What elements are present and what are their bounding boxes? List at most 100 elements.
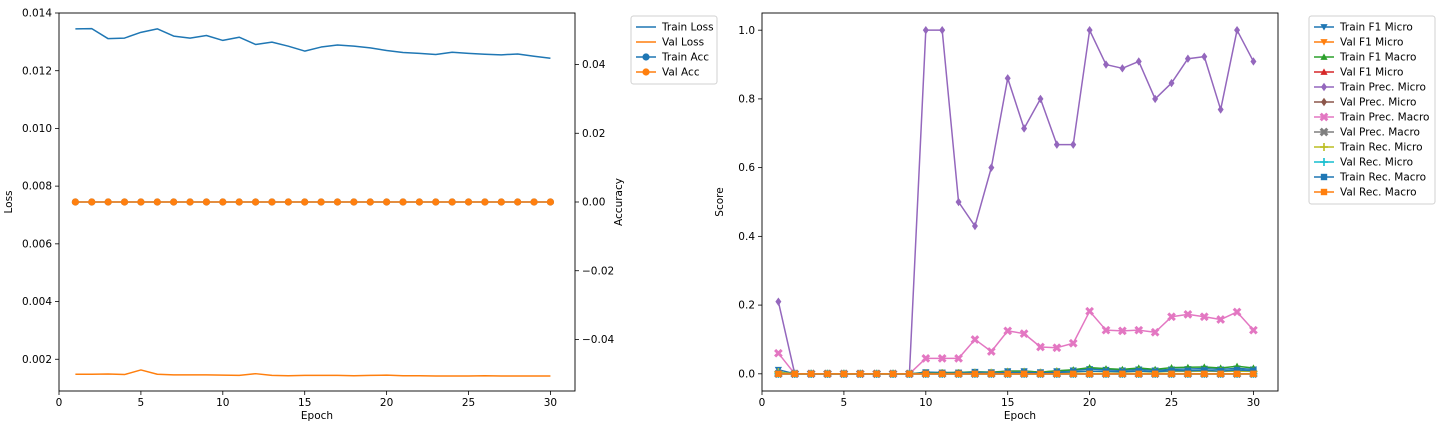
data-point: [921, 353, 931, 363]
y2-axis-label: Accuracy: [613, 178, 625, 226]
data-point: [464, 198, 473, 206]
y-tick-label: 0.0: [738, 368, 755, 380]
legend-label: Val Acc: [662, 67, 700, 79]
y-tick-label: 0.014: [22, 8, 52, 20]
series-line: [75, 369, 551, 377]
data-point: [1233, 370, 1241, 378]
legend-item: Train Acc: [636, 52, 709, 64]
data-point: [1134, 325, 1144, 335]
data-point: [889, 370, 897, 378]
data-point: [1217, 370, 1224, 378]
data-point: [1037, 370, 1044, 378]
data-point: [1052, 343, 1062, 353]
data-point: [432, 198, 440, 206]
legend-marker: [1320, 143, 1328, 151]
data-point: [1151, 370, 1159, 378]
data-point: [153, 198, 161, 206]
data-point: [71, 198, 79, 206]
data-point: [514, 198, 522, 206]
data-point: [350, 198, 358, 206]
data-point: [1199, 312, 1209, 322]
plot-frame: [761, 12, 1279, 392]
legend-marker: [1320, 39, 1328, 46]
legend-marker: [1320, 188, 1328, 196]
legend-item: Val Rec. Micro: [1314, 157, 1413, 169]
y-axis-label: Score: [714, 187, 726, 216]
y-tick-label: 0.4: [738, 231, 755, 243]
series-train-prec-micro: [775, 25, 1257, 379]
data-point: [1184, 54, 1191, 63]
data-point: [497, 198, 505, 206]
loss-accuracy-panel: 0 5 10 15 20 25 30 0.002 0.004 0.006 0.008 0.010 0.0…: [3, 8, 718, 422]
data-point: [988, 370, 995, 378]
legend-label: Val Loss: [662, 37, 704, 49]
y2-tick-label: −0.04: [582, 334, 614, 346]
data-point: [971, 370, 979, 378]
data-point: [922, 25, 929, 35]
data-point: [791, 370, 798, 378]
legend-label: Train Prec. Micro: [1339, 82, 1426, 94]
data-point: [775, 370, 782, 378]
x-tick-label: 5: [138, 397, 145, 409]
data-point: [857, 370, 864, 378]
data-point: [1232, 307, 1242, 317]
y-tick-label: 0.008: [22, 181, 52, 193]
data-point: [1119, 370, 1126, 378]
series-line: [777, 310, 1254, 375]
legend-label: Train Loss: [661, 22, 714, 34]
x-tick-label: 30: [1247, 397, 1260, 409]
x-tick-label: 25: [462, 397, 475, 409]
x-axis-label: Epoch: [301, 410, 333, 422]
legend-label: Train Prec. Macro: [1339, 112, 1429, 124]
data-point: [186, 198, 194, 206]
data-point: [1070, 370, 1077, 378]
x-tick-label: 5: [841, 397, 848, 409]
data-point: [399, 198, 407, 206]
data-point: [530, 198, 538, 206]
legend-marker: [1321, 97, 1327, 107]
data-point: [840, 370, 848, 378]
data-point: [235, 198, 243, 206]
legend-marker: [1321, 82, 1327, 92]
data-point: [448, 198, 456, 206]
series-val-rec-macro: [775, 370, 1257, 378]
data-point: [104, 198, 112, 206]
legend-label: Val Prec. Macro: [1340, 127, 1420, 139]
data-point: [1118, 326, 1127, 336]
x-tick-label: 25: [1165, 397, 1178, 409]
data-point: [1068, 338, 1078, 348]
data-point: [1036, 342, 1045, 352]
score-metrics-panel: 0 5 10 15 20 25 30 0.0 0.2 0.4 0.6 0.8 1.0 Epoch Score…: [714, 12, 1436, 422]
plot-frame: [58, 12, 576, 392]
data-point: [1201, 52, 1208, 61]
data-point: [955, 370, 962, 378]
data-point: [383, 198, 391, 206]
data-point: [301, 198, 309, 206]
legend-marker: [1319, 112, 1329, 122]
data-point: [906, 370, 913, 378]
y-tick-label: 0.8: [738, 94, 755, 106]
data-point: [1103, 60, 1109, 69]
data-point: [1019, 329, 1029, 338]
y2-tick-label: 0.00: [582, 197, 605, 209]
data-point: [1168, 370, 1175, 378]
data-point: [170, 198, 178, 206]
data-point: [1217, 105, 1224, 114]
legend-item: Val Prec. Micro: [1314, 97, 1416, 109]
data-point: [202, 198, 211, 206]
data-point: [1168, 78, 1175, 88]
data-point: [88, 198, 96, 206]
data-point: [137, 198, 145, 206]
legend-marker: [1319, 127, 1329, 137]
legend-label: Train Acc: [661, 52, 709, 64]
data-point: [1201, 367, 1208, 374]
data-point: [1135, 370, 1142, 378]
x-tick-label: 20: [1083, 397, 1096, 409]
data-point: [986, 347, 996, 356]
data-point: [1053, 140, 1060, 149]
data-point: [284, 198, 292, 206]
x-tick-label: 15: [298, 397, 311, 409]
legend-marker: [1320, 24, 1328, 31]
data-point: [824, 370, 831, 378]
legend-item: Train Rec. Macro: [1314, 172, 1426, 184]
